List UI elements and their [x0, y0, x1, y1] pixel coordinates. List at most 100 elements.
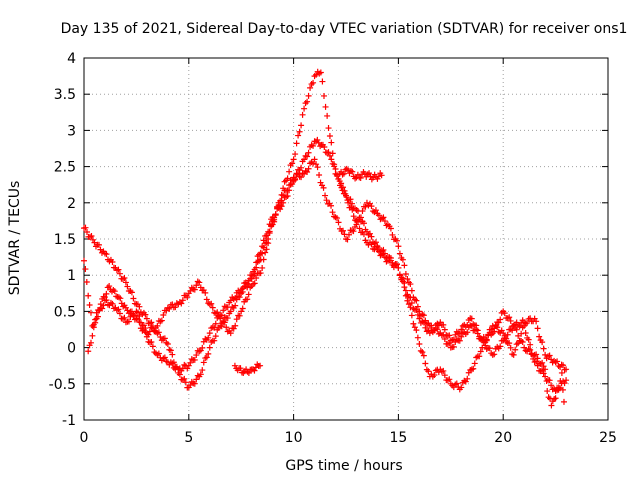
- data-point-interp: [111, 288, 118, 295]
- data-point-interp: [262, 233, 269, 240]
- x-tick-label: 10: [285, 430, 303, 446]
- data-point-interp: [161, 354, 168, 361]
- data-point-interp: [119, 276, 126, 283]
- data-point-interp: [360, 231, 367, 238]
- data-point-interp: [546, 352, 553, 359]
- data-point-interp: [169, 351, 176, 358]
- data-point-interp: [476, 353, 483, 360]
- data-point-interp: [408, 300, 415, 307]
- data-point-interp: [211, 324, 218, 331]
- y-tick-label: 1.5: [54, 232, 76, 248]
- data-point-interp: [551, 395, 558, 402]
- data-point-interp: [534, 325, 541, 332]
- data-point-interp: [128, 289, 135, 296]
- data-point-interp: [178, 300, 185, 307]
- data-point-interp: [331, 161, 338, 168]
- data-point: [106, 283, 113, 290]
- data-point-interp: [182, 379, 189, 386]
- data-point-interp: [326, 133, 333, 140]
- x-tick-label: 20: [494, 430, 512, 446]
- x-axis-label: GPS time / hours: [285, 458, 402, 474]
- data-point-interp: [515, 332, 522, 339]
- data-point-interp: [169, 360, 176, 367]
- data-point-interp: [307, 84, 314, 91]
- data-point-interp: [316, 171, 323, 178]
- data-point-interp: [251, 280, 258, 287]
- data-point-interp: [389, 231, 396, 238]
- data-point: [395, 243, 402, 250]
- data-point-interp: [431, 371, 438, 378]
- data-points: [81, 68, 570, 409]
- data-point-interp: [199, 344, 206, 351]
- data-point-interp: [335, 219, 342, 226]
- data-point: [332, 214, 339, 221]
- data-point-interp: [103, 290, 110, 297]
- data-point-interp: [368, 203, 375, 210]
- data-point: [185, 362, 192, 369]
- data-point-interp: [408, 312, 415, 319]
- y-tick-label: -0.5: [49, 377, 76, 393]
- data-point: [206, 344, 213, 351]
- data-point-interp: [253, 259, 260, 266]
- chart-title: Day 135 of 2021, Sidereal Day-to-day VTE…: [61, 21, 628, 37]
- data-point-interp: [513, 326, 520, 333]
- data-point-interp: [245, 291, 252, 298]
- data-point-interp: [184, 365, 191, 372]
- data-point-interp: [534, 355, 541, 362]
- data-point-interp: [345, 231, 352, 238]
- data-point-interp: [325, 149, 332, 156]
- data-point-interp: [434, 326, 441, 333]
- data-point-interp: [136, 303, 143, 310]
- data-point-interp: [560, 362, 567, 369]
- data-point-interp: [387, 257, 394, 264]
- data-point-interp: [471, 360, 478, 367]
- data-point-interp: [181, 361, 188, 368]
- data-point-interp: [465, 369, 472, 376]
- data-point: [122, 279, 129, 286]
- data-point-interp: [236, 312, 243, 319]
- data-point-interp: [328, 202, 335, 209]
- data-point-interp: [375, 248, 382, 255]
- data-point-interp: [441, 335, 448, 342]
- data-point-interp: [414, 303, 421, 310]
- data-point-interp: [480, 337, 487, 344]
- data-point-interp: [512, 346, 519, 353]
- data-point-interp: [232, 302, 239, 309]
- data-point-interp: [504, 331, 511, 338]
- data-point-interp: [166, 346, 173, 353]
- data-point: [143, 315, 150, 322]
- data-point-interp: [197, 284, 204, 291]
- data-point-interp: [357, 214, 364, 221]
- data-point-interp: [324, 149, 331, 156]
- data-point-interp: [548, 382, 555, 389]
- data-point-interp: [464, 329, 471, 336]
- data-point: [324, 112, 331, 119]
- x-tick-label: 25: [599, 430, 617, 446]
- data-point-interp: [119, 315, 126, 322]
- data-point: [345, 167, 352, 174]
- data-point-interp: [467, 367, 474, 374]
- data-point-interp: [304, 169, 311, 176]
- data-point: [317, 69, 324, 76]
- data-point-interp: [221, 303, 228, 310]
- data-point: [257, 362, 264, 369]
- data-point: [227, 330, 234, 337]
- data-point-interp: [125, 318, 132, 325]
- data-point-interp: [310, 160, 317, 167]
- data-point-interp: [399, 275, 406, 282]
- data-point-interp: [98, 249, 105, 256]
- data-point-interp: [329, 209, 336, 216]
- data-point-interp: [503, 335, 510, 342]
- data-point: [544, 388, 551, 395]
- data-point-interp: [359, 207, 366, 214]
- data-point-interp: [284, 187, 291, 194]
- data-point-interp: [223, 324, 230, 331]
- data-point-interp: [197, 371, 204, 378]
- data-point-interp: [293, 140, 300, 147]
- data-point-interp: [444, 341, 451, 348]
- data-point-interp: [396, 271, 403, 278]
- data-point-interp: [540, 363, 547, 370]
- data-point: [548, 402, 555, 409]
- series-track-a: [81, 68, 570, 395]
- data-point-interp: [89, 236, 96, 243]
